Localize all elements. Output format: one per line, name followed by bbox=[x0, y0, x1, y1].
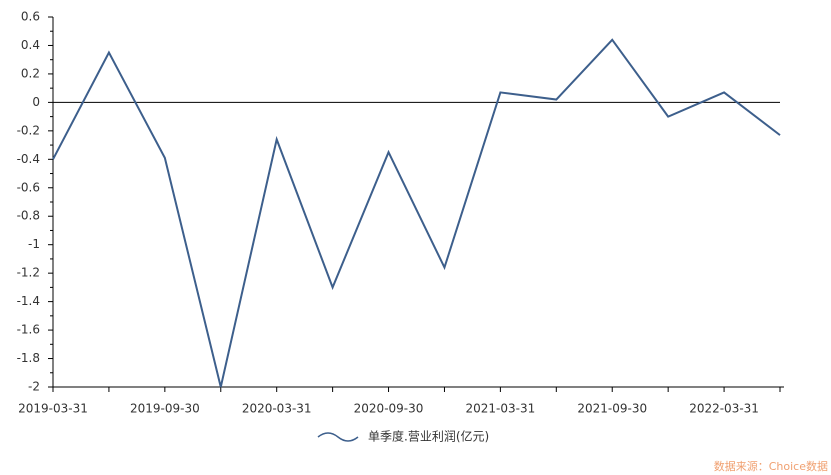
y-tick-label: -0.2 bbox=[17, 123, 40, 137]
y-tick-label: -1 bbox=[28, 237, 40, 251]
x-tick-label: 2019-03-31 bbox=[18, 402, 88, 416]
y-tick-label: 0 bbox=[32, 95, 40, 109]
legend-label: 单季度.营业利润(亿元) bbox=[368, 429, 489, 444]
legend-swatch bbox=[317, 432, 359, 442]
y-tick-label: -2 bbox=[28, 380, 40, 394]
x-tick-label: 2021-09-30 bbox=[577, 402, 647, 416]
y-tick-label: -1.6 bbox=[17, 323, 40, 337]
y-tick-label: -1.8 bbox=[17, 351, 40, 365]
data-line bbox=[52, 38, 781, 388]
y-tick-label: 0.2 bbox=[21, 66, 40, 80]
y-tick-label: -0.8 bbox=[17, 209, 40, 223]
y-tick-label: 0.6 bbox=[21, 10, 40, 24]
x-tick-label: 2020-03-31 bbox=[242, 402, 312, 416]
source-note: 数据来源：Choice数据 bbox=[714, 459, 828, 473]
y-tick-label: -1.2 bbox=[17, 266, 40, 280]
x-tick-label: 2019-09-30 bbox=[130, 402, 200, 416]
y-tick-label: -0.6 bbox=[17, 180, 40, 194]
x-tick-label: 2022-03-31 bbox=[689, 402, 759, 416]
y-tick-label: -1.4 bbox=[17, 294, 40, 308]
y-tick-label: -0.4 bbox=[17, 152, 40, 166]
y-tick-label: 0.4 bbox=[21, 38, 40, 52]
x-tick-label: 2020-09-30 bbox=[354, 402, 424, 416]
x-tick-label: 2021-03-31 bbox=[466, 402, 536, 416]
